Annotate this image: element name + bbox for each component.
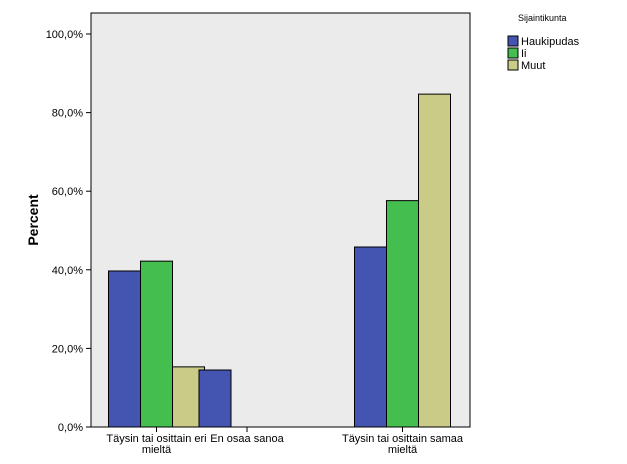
legend-label-ii: Ii: [521, 48, 527, 60]
legend-label-haukipudas: Haukipudas: [521, 36, 580, 48]
x-tick-label: Täysin tai osittain samaa: [342, 433, 464, 445]
legend-title: Sijaintikunta: [518, 13, 567, 23]
y-tick-label: 60,0%: [52, 186, 83, 198]
x-tick-label: En osaa sanoa: [210, 433, 284, 445]
bar-haukipudas: [198, 369, 232, 428]
y-axis: 0,0% 20,0% 40,0% 60,0% 80,0% 100,0%: [46, 29, 91, 434]
legend-swatch-ii: [507, 47, 519, 59]
legend-label-muut: Muut: [521, 60, 545, 72]
bar-haukipudas: [108, 270, 141, 428]
y-tick-label: 0,0%: [58, 422, 83, 434]
bar-ii: [386, 200, 419, 428]
legend-swatch-muut: [507, 59, 519, 71]
y-tick-label: 80,0%: [52, 108, 83, 120]
x-tick-label: mieltä: [142, 444, 172, 456]
y-axis-title: Percent: [25, 194, 41, 246]
y-tick-label: 40,0%: [52, 265, 83, 277]
bar-haukipudas: [354, 246, 387, 428]
x-tick-label: Täysin tai osittain eri: [106, 433, 206, 445]
bar-ii: [140, 260, 173, 428]
y-tick-label: 100,0%: [46, 29, 84, 41]
x-tick-label: mieltä: [388, 444, 418, 456]
y-tick-label: 20,0%: [52, 343, 83, 355]
bar-muut: [418, 93, 451, 428]
legend-swatch-haukipudas: [507, 35, 519, 47]
bars: [108, 93, 451, 428]
